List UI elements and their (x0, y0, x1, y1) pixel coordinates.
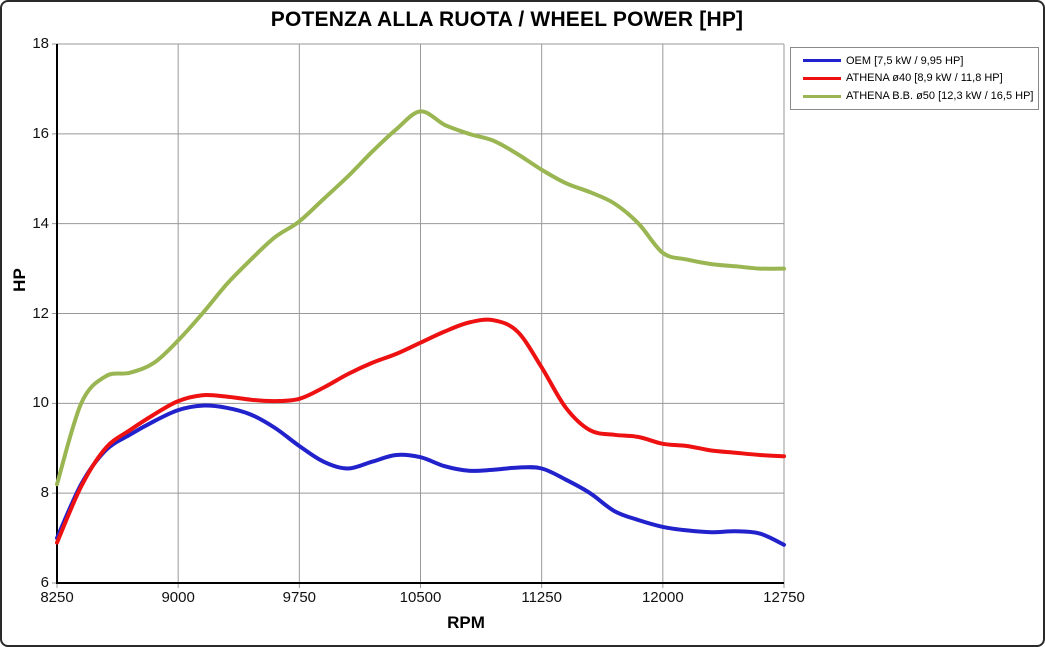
x-tick-label: 10500 (399, 589, 442, 606)
y-tick-label: 18 (32, 35, 49, 52)
y-tick-label: 12 (32, 304, 49, 322)
x-tick-label: 11250 (521, 589, 562, 606)
x-tick-label: 8250 (40, 589, 74, 606)
x-tick-label: 9750 (282, 589, 317, 606)
legend-line-swatch (803, 59, 841, 63)
series-curve-0 (55, 403, 786, 547)
legend-line-swatch (803, 94, 841, 98)
legend-item-label: ATHENA ø40 [8,9 kW / 11,8 HP] (846, 72, 1003, 85)
chart-title: POTENZA ALLA RUOTA / WHEEL POWER [HP] (270, 8, 744, 31)
x-tick-label: 12750 (763, 589, 805, 606)
x-tick-label: 9000 (161, 589, 195, 606)
legend-box: OEM [7,5 kW / 9,95 HP] ATHENA ø40 [8,9 kW… (790, 47, 1039, 110)
legend-item-label: OEM [7,5 kW / 9,95 HP] (846, 54, 964, 67)
y-tick-label: 6 (40, 574, 49, 591)
series-curve-1 (55, 317, 786, 545)
legend-item-2: ATHENA B.B. ø50 [12,3 kW / 16,5 HP] (791, 89, 1038, 104)
legend-item-label: ATHENA B.B. ø50 [12,3 kW / 16,5 HP] (846, 90, 1034, 103)
y-tick-label: 16 (32, 124, 49, 142)
legend-item-1: ATHENA ø40 [8,9 kW / 11,8 HP] (791, 71, 1038, 86)
y-tick-label: 14 (32, 214, 49, 232)
x-tick-label: 12000 (641, 589, 684, 606)
y-axis-title: HP (10, 268, 29, 292)
y-tick-label: 8 (40, 484, 49, 502)
legend-line-swatch (803, 76, 841, 80)
x-axis-title: RPM (447, 613, 485, 632)
y-tick-label: 10 (32, 394, 49, 412)
legend-item-0: OEM [7,5 kW / 9,95 HP] (791, 53, 1038, 68)
series-curve-2 (55, 109, 786, 487)
